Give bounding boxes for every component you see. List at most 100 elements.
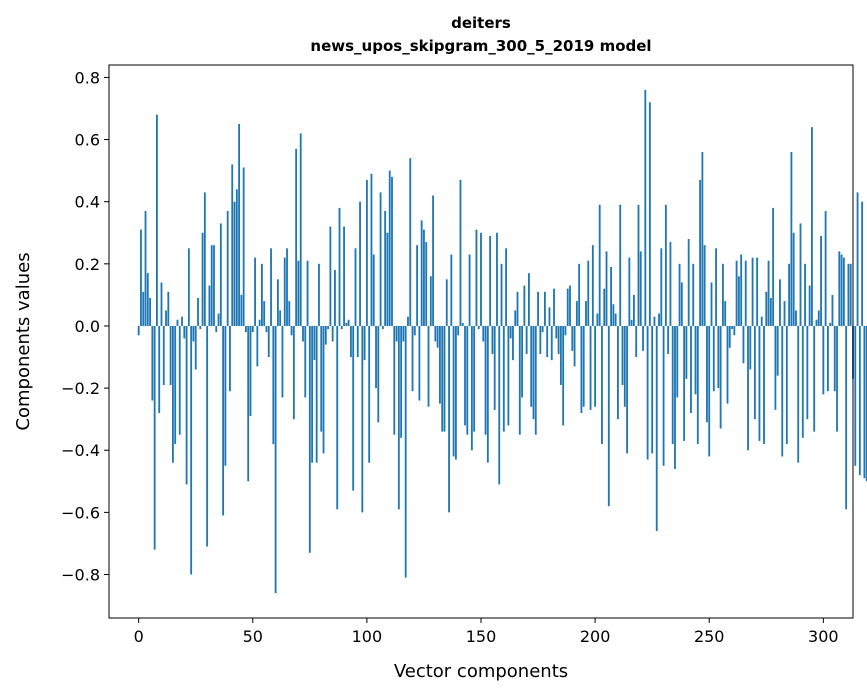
bar-290 bbox=[799, 223, 802, 326]
bar-114 bbox=[397, 325, 400, 510]
bar-162 bbox=[507, 325, 510, 426]
bar-188 bbox=[566, 288, 569, 326]
bar-228 bbox=[658, 313, 660, 326]
bar-254 bbox=[717, 325, 720, 389]
bar-303 bbox=[829, 322, 832, 326]
bar-192 bbox=[575, 301, 578, 326]
bar-311 bbox=[847, 263, 850, 326]
bar-316 bbox=[858, 325, 861, 476]
bar-120 bbox=[411, 325, 414, 392]
x-tick-label: 100 bbox=[352, 627, 383, 646]
bar-129 bbox=[432, 195, 434, 326]
bar-213 bbox=[623, 325, 626, 407]
bar-25 bbox=[194, 325, 197, 370]
bar-96 bbox=[356, 325, 359, 358]
bar-97 bbox=[359, 201, 361, 326]
bar-170 bbox=[525, 325, 528, 354]
x-tick-label: 250 bbox=[694, 627, 725, 646]
bar-93 bbox=[350, 325, 352, 358]
bar-238 bbox=[680, 282, 683, 326]
x-axis-label: Vector components bbox=[394, 661, 568, 682]
bar-231 bbox=[664, 204, 667, 326]
chart-title-line2: news_upos_skipgram_300_5_2019 model bbox=[310, 37, 651, 55]
bar-248 bbox=[703, 245, 706, 326]
x-tick-label: 0 bbox=[134, 627, 144, 646]
bar-240 bbox=[685, 325, 688, 379]
bar-108 bbox=[384, 211, 387, 326]
bar-110 bbox=[388, 170, 391, 326]
bar-165 bbox=[514, 310, 517, 326]
bar-271 bbox=[756, 257, 759, 326]
bar-261 bbox=[733, 325, 736, 336]
bar-28 bbox=[201, 232, 204, 326]
bar-267 bbox=[747, 325, 749, 451]
bar-53 bbox=[258, 319, 261, 326]
bar-119 bbox=[409, 158, 412, 326]
bar-35 bbox=[217, 313, 220, 326]
bar-111 bbox=[391, 176, 393, 326]
bar-239 bbox=[683, 325, 686, 441]
bar-56 bbox=[265, 325, 268, 333]
y-axis-ticks: −0.8 −0.6 −0.4 −0.2 0.0 0.2 0.4 0.6 0.8 bbox=[61, 68, 109, 585]
bar-232 bbox=[667, 325, 670, 354]
bar-107 bbox=[381, 325, 384, 330]
bar-69 bbox=[295, 148, 298, 326]
bar-5 bbox=[149, 298, 151, 326]
bar-294 bbox=[808, 285, 811, 326]
bar-289 bbox=[797, 325, 800, 463]
bar-20 bbox=[183, 325, 186, 339]
bar-45 bbox=[240, 294, 243, 326]
bar-144 bbox=[466, 325, 469, 435]
bar-197 bbox=[587, 260, 590, 326]
bar-279 bbox=[774, 325, 777, 410]
bar-284 bbox=[785, 325, 788, 445]
bar-12 bbox=[165, 310, 167, 326]
bar-80 bbox=[320, 325, 323, 432]
bar-194 bbox=[580, 325, 583, 413]
bar-6 bbox=[151, 325, 154, 401]
bar-46 bbox=[242, 167, 245, 326]
bar-307 bbox=[838, 251, 841, 326]
bar-315 bbox=[856, 192, 859, 326]
bar-106 bbox=[379, 192, 382, 326]
bar-132 bbox=[439, 325, 441, 404]
y-tick-label: 0.4 bbox=[75, 193, 100, 212]
bar-116 bbox=[402, 325, 405, 342]
bar-205 bbox=[605, 251, 608, 326]
bar-141 bbox=[459, 179, 462, 326]
bar-250 bbox=[708, 325, 711, 457]
bar-95 bbox=[354, 248, 357, 326]
bar-177 bbox=[541, 325, 544, 333]
bar-154 bbox=[489, 235, 492, 326]
bar-105 bbox=[377, 325, 380, 423]
bar-291 bbox=[801, 325, 804, 438]
bar-54 bbox=[261, 263, 263, 326]
bar-299 bbox=[820, 235, 822, 326]
bar-281 bbox=[779, 279, 781, 326]
bar-150 bbox=[480, 232, 482, 326]
bar-253 bbox=[715, 248, 717, 326]
bar-273 bbox=[760, 316, 763, 326]
y-tick-label: 0.6 bbox=[75, 131, 100, 150]
bar-49 bbox=[249, 325, 252, 417]
bar-9 bbox=[158, 325, 161, 413]
bar-68 bbox=[292, 325, 295, 420]
bar-4 bbox=[146, 273, 149, 326]
bar-133 bbox=[441, 325, 444, 432]
bar-86 bbox=[334, 270, 336, 326]
bar-85 bbox=[331, 325, 334, 342]
bar-292 bbox=[804, 263, 806, 326]
bar-191 bbox=[573, 325, 576, 367]
bar-76 bbox=[311, 325, 314, 463]
bar-102 bbox=[370, 173, 373, 326]
chart-title-line1: deiters bbox=[451, 14, 511, 32]
bar-123 bbox=[418, 325, 421, 401]
bar-318 bbox=[863, 325, 866, 479]
bar-190 bbox=[571, 325, 574, 351]
bar-206 bbox=[607, 325, 610, 507]
bar-268 bbox=[749, 325, 752, 370]
bar-113 bbox=[395, 325, 398, 342]
bar-79 bbox=[318, 263, 320, 326]
bar-88 bbox=[338, 207, 341, 326]
bar-234 bbox=[671, 325, 674, 445]
